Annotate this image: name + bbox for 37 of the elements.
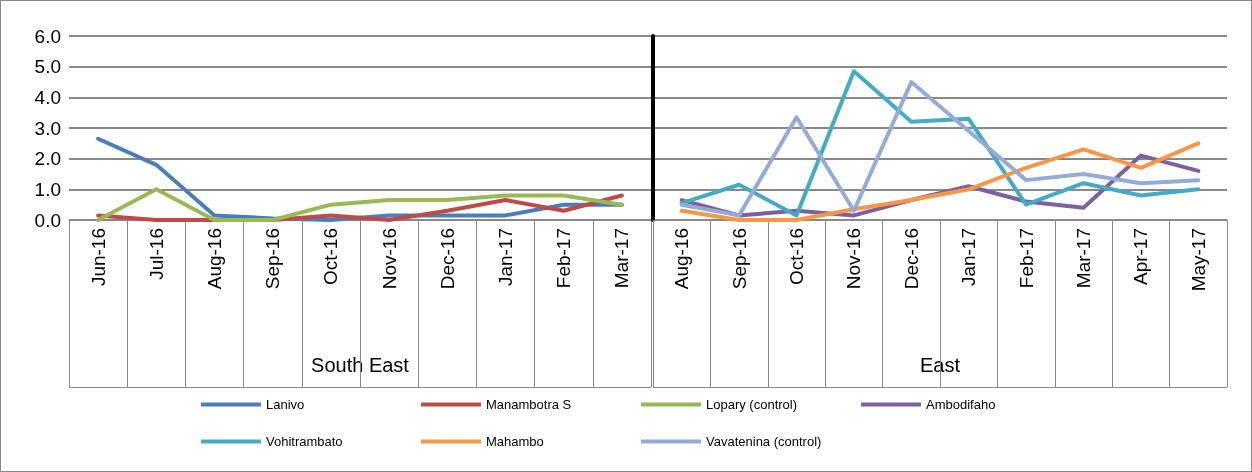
x-tick-label: Apr-17 xyxy=(1130,228,1152,286)
x-tick-label: Oct-16 xyxy=(786,228,807,286)
line-series xyxy=(96,187,624,222)
legend-label: Mahambo xyxy=(486,434,544,449)
x-tick-label: Jan-17 xyxy=(495,228,516,287)
y-tick-label: 5.0 xyxy=(34,56,61,78)
x-tick-label: Jan-17 xyxy=(958,228,980,287)
legend-label: Lopary (control) xyxy=(706,397,798,412)
y-tick-label: 4.0 xyxy=(34,86,61,108)
x-tick-label: May-17 xyxy=(1187,228,1209,292)
x-tick-label: Nov-16 xyxy=(378,228,400,290)
x-tick-label: Jun-16 xyxy=(87,228,109,287)
x-tick-label: Nov-16 xyxy=(843,228,865,290)
x-tick-label: Jul-16 xyxy=(145,228,167,280)
y-tick-label: 6.0 xyxy=(34,25,61,47)
x-tick-label: Feb-17 xyxy=(1015,228,1037,289)
legend-label: Vavatenina (control) xyxy=(706,434,822,449)
legend-label: Ambodifaho xyxy=(926,397,996,412)
x-tick-label: Mar-17 xyxy=(611,228,633,289)
y-tick-label: 0.0 xyxy=(34,209,61,231)
x-tick-label: Aug-16 xyxy=(204,228,225,290)
x-tick-label: Dec-16 xyxy=(436,228,458,290)
legend-label: Lanivo xyxy=(266,397,305,412)
x-tick-label: Mar-17 xyxy=(1073,228,1094,289)
x-axis-title: East xyxy=(919,354,961,376)
x-tick-label: Sep-16 xyxy=(728,228,750,290)
y-tick-label: 2.0 xyxy=(34,148,61,170)
x-tick-label: Dec-16 xyxy=(900,228,922,290)
x-tick-label: Feb-17 xyxy=(553,228,575,289)
y-tick-label: 1.0 xyxy=(34,178,61,200)
x-tick-label: Sep-16 xyxy=(262,228,284,290)
y-tick-label: 3.0 xyxy=(34,117,61,139)
legend-label: Vohitrambato xyxy=(266,434,343,449)
x-tick-label: Aug-16 xyxy=(671,228,693,290)
legend-label: Manambotra S xyxy=(486,397,572,412)
x-axis-title: South East xyxy=(311,354,410,376)
x-tick-label: Oct-16 xyxy=(320,228,342,286)
